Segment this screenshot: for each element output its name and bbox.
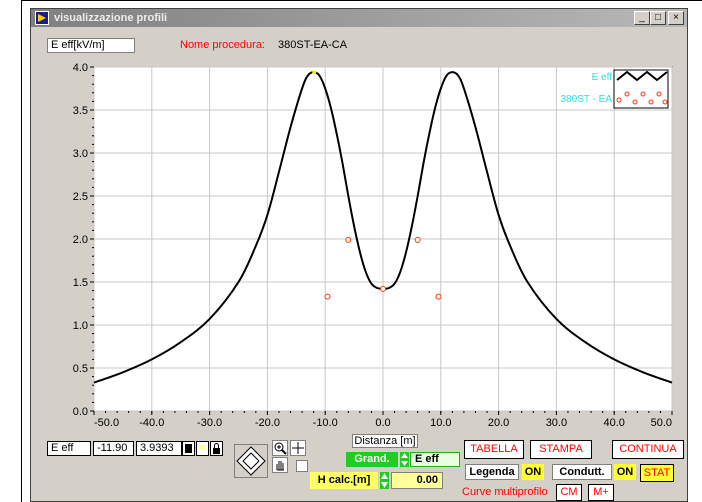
maximize-button[interactable]: □ (650, 11, 666, 25)
y-tick-label: 3.0 (73, 148, 88, 160)
crosshair-icon[interactable] (290, 440, 306, 456)
legend-entry-e-eff: E eff (592, 72, 613, 83)
app-icon (35, 11, 49, 25)
series-marker-point (380, 285, 386, 292)
y-tick-label: 0.0 (73, 406, 88, 418)
procedure-value: 380ST-EA-CA (278, 39, 348, 51)
multiprofile-label: Curve multiprofilo (462, 486, 548, 498)
y-tick-label: 4.0 (73, 62, 88, 74)
x-tick-label: 40.0 (603, 417, 624, 429)
x-tick-label: -10.0 (313, 417, 338, 429)
x-tick-label: -50.0 (94, 417, 119, 429)
minimize-button[interactable]: _ (634, 11, 650, 25)
stat-button[interactable]: STAT (640, 464, 674, 482)
legend-marker-dot (616, 97, 622, 103)
y-tick-label: 2.0 (73, 234, 88, 246)
legenda-toggle[interactable]: ON (522, 464, 544, 480)
mplus-button[interactable]: M+ (588, 484, 614, 501)
hcalc-stepper[interactable] (380, 472, 389, 489)
hcalc-value-field[interactable]: 0.00 (391, 472, 443, 489)
x-tick-label: -40.0 (139, 417, 164, 429)
x-tick-label: 50.0 (651, 417, 672, 429)
top-border (0, 0, 702, 1)
grand-selector-arrows[interactable] (400, 452, 409, 467)
title-bar[interactable] (31, 9, 687, 27)
y-tick-label: 2.5 (73, 191, 88, 203)
cursor-move-pad[interactable] (234, 444, 268, 478)
legend-entry-380st: 380ST - EA (560, 94, 612, 105)
tabella-button[interactable]: TABELLA (464, 440, 524, 459)
chart-cursor[interactable] (312, 70, 317, 75)
lock-icon[interactable] (210, 441, 223, 456)
legenda-label: Legenda (465, 464, 519, 480)
zoom-icon[interactable] (272, 440, 288, 456)
left-panel (0, 0, 22, 502)
condutt-toggle[interactable]: ON (614, 464, 636, 480)
chart-grid (93, 66, 673, 412)
legend-marker-dot (640, 91, 646, 97)
series-marker-point (324, 293, 331, 300)
profile-chart[interactable]: -50.0 -40.0 -30.0 -20.0 -10.0 0.0 10.0 20.0 30.0… (0, 0, 702, 440)
legend-line-swatch (616, 70, 668, 82)
cm-button[interactable]: CM (556, 484, 582, 501)
legend-marker-dot (624, 91, 630, 97)
y-tick-label: 3.5 (73, 105, 88, 117)
legend-marker-dot (648, 99, 654, 105)
cursor-style-button[interactable] (182, 441, 195, 456)
series-markers-group (324, 236, 442, 300)
x-tick-label: -30.0 (197, 417, 222, 429)
y-tick-label: 0.5 (73, 363, 88, 375)
cursor-name-field[interactable]: E eff (47, 441, 91, 456)
condutt-label: Condutt. (552, 464, 612, 480)
window-title: visualizzazione profili (54, 12, 168, 24)
procedure-label: Nome procedura: (180, 39, 265, 51)
legend-marker-dot (632, 99, 638, 105)
cursor-color-button[interactable] (196, 441, 209, 456)
y-tick-label: 1.5 (73, 277, 88, 289)
legend-marker-dot (656, 91, 662, 97)
x-tick-label: 30.0 (546, 417, 567, 429)
x-tick-label: -20.0 (255, 417, 280, 429)
legend-marker-dot (662, 99, 668, 105)
y-tick-label: 1.0 (73, 320, 88, 332)
autoscale-checkbox[interactable] (296, 460, 308, 472)
series-marker-point (414, 236, 421, 243)
pan-hand-icon[interactable] (272, 457, 288, 473)
hcalc-label: H calc.[m] (310, 472, 378, 489)
x-tick-label: 20.0 (488, 417, 509, 429)
x-tick-label: 0.0 (375, 417, 390, 429)
grand-value-field[interactable]: E eff (410, 452, 460, 467)
continua-button[interactable]: CONTINUA (612, 440, 684, 459)
cursor-x-field[interactable]: -11.90 (93, 441, 134, 456)
distance-label: Distanza [m] (352, 434, 418, 448)
legend-marker-swatch (616, 91, 668, 105)
y-unit-label[interactable]: E eff[kV/m] (47, 38, 135, 53)
series-marker-point (345, 236, 352, 243)
cursor-y-field[interactable]: 3.9393 (136, 441, 182, 456)
stampa-button[interactable]: STAMPA (530, 440, 592, 459)
close-button[interactable]: × (668, 11, 684, 25)
x-tick-label: 10.0 (430, 417, 451, 429)
chart-legend: E eff 380ST - EA (560, 69, 669, 109)
grand-label: Grand. (346, 452, 398, 467)
series-marker-point (435, 293, 442, 300)
chart-ticks: -50.0 -40.0 -30.0 -20.0 -10.0 0.0 10.0 20.0 30.0… (73, 62, 673, 429)
